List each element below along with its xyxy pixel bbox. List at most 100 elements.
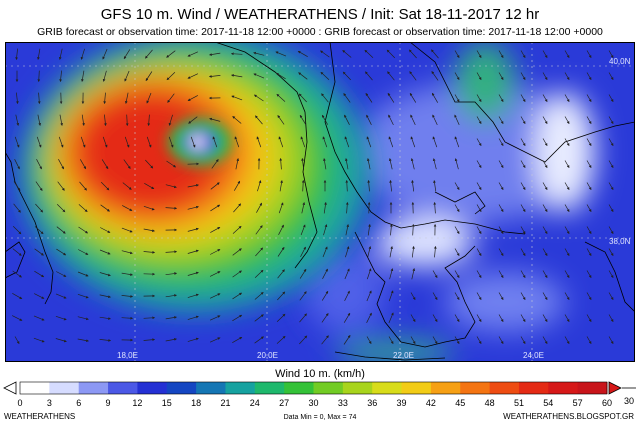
wind-arrow	[520, 248, 526, 257]
wind-arrow	[608, 160, 614, 169]
wind-arrow	[608, 204, 614, 213]
wind-arrow	[454, 94, 460, 103]
wind-arrow	[187, 293, 199, 298]
colorbar-swatch	[78, 382, 109, 394]
wind-arrow	[431, 92, 439, 103]
wind-arrow	[520, 336, 526, 345]
wind-arrow	[233, 180, 241, 191]
wind-arrow	[100, 204, 110, 212]
wind-arrow	[476, 336, 482, 345]
wind-arrow	[124, 92, 129, 104]
wind-arrow	[410, 336, 416, 345]
wind-arrow	[36, 136, 42, 148]
wind-arrow	[608, 336, 614, 345]
colorbar-tick-label: 33	[338, 398, 348, 408]
wind-arrow	[12, 225, 22, 235]
wind-arrow	[367, 179, 371, 192]
wind-arrow	[498, 138, 504, 147]
wind-arrow	[476, 292, 482, 301]
wind-arrow	[542, 292, 548, 301]
wind-arrow	[345, 246, 350, 258]
wind-arrow	[387, 71, 395, 81]
wind-arrow	[454, 226, 460, 235]
wind-arrow	[145, 49, 153, 59]
wind-arrow	[476, 138, 482, 147]
wind-arrow	[387, 92, 395, 103]
wind-arrow	[586, 94, 592, 103]
wind-arrow	[498, 292, 504, 301]
wind-arrow	[344, 136, 350, 148]
colorbar-swatch	[313, 382, 344, 394]
wind-arrow	[564, 94, 570, 103]
wind-arrow	[542, 204, 548, 213]
wind-arrow	[433, 245, 437, 258]
wind-arrow	[476, 204, 482, 213]
wind-arrow	[99, 294, 111, 299]
wind-arrow	[276, 335, 286, 344]
wind-arrow	[520, 50, 526, 59]
wind-arrow	[187, 95, 198, 101]
wind-arrow	[254, 292, 264, 300]
wind-arrow	[520, 182, 526, 191]
wind-arrow	[365, 71, 373, 81]
wind-arrow	[364, 49, 374, 58]
wind-arrow	[234, 136, 240, 148]
colorbar-swatch	[166, 382, 197, 394]
wind-colorbar: 0 3 6 9 12 15 18 21 24 27 30 33 36 39 42 45 48 51 54 57 60 3…	[3, 381, 636, 408]
wind-arrow	[498, 270, 504, 279]
wind-arrow	[454, 50, 460, 59]
wind-arrow	[366, 114, 372, 125]
wind-arrow	[321, 335, 329, 345]
wind-arrow	[210, 227, 221, 233]
wind-arrow	[608, 292, 614, 301]
wind-arrow	[300, 246, 306, 257]
wind-arrow	[14, 336, 20, 345]
wind-arrow	[100, 181, 110, 191]
wind-arrow	[498, 72, 504, 81]
wind-arrow	[253, 73, 265, 79]
colorbar-swatch	[49, 382, 80, 394]
wind-arrow	[55, 293, 67, 299]
wind-arrow	[345, 179, 349, 192]
colorbar-swatch	[372, 382, 403, 394]
wind-arrow	[431, 71, 439, 81]
wind-arrow	[432, 114, 438, 126]
wind-arrow	[411, 268, 416, 280]
wind-arrow	[121, 316, 134, 320]
colorbar-swatch	[401, 382, 432, 394]
wind-arrow	[231, 74, 243, 78]
wind-arrow	[275, 72, 286, 80]
wind-arrow	[586, 292, 592, 301]
wind-arrow	[298, 93, 307, 103]
wind-arrow	[125, 114, 129, 127]
wind-arrow	[211, 159, 219, 169]
wind-arrow	[454, 270, 460, 279]
wind-arrow	[14, 159, 20, 170]
wind-arrow	[12, 248, 22, 256]
wind-arrow	[564, 72, 570, 81]
wind-arrow	[542, 94, 548, 103]
wind-arrow	[99, 338, 112, 342]
wind-arrow	[99, 272, 111, 277]
wind-arrow	[143, 228, 155, 232]
colorbar-tick-label: 9	[106, 398, 111, 408]
wind-arrow	[476, 182, 482, 191]
wind-arrow	[277, 269, 285, 279]
wind-arrow	[209, 337, 221, 343]
wind-arrow	[277, 291, 286, 301]
colorbar-tick-label: 39	[397, 398, 407, 408]
wind-arrow	[232, 314, 243, 322]
wind-arrow	[498, 116, 504, 125]
wind-arrow	[542, 160, 548, 169]
wind-arrow	[586, 204, 592, 213]
wind-arrow	[432, 336, 438, 345]
wind-arrow	[345, 158, 349, 170]
colorbar-tick-label: 18	[191, 398, 201, 408]
wind-arrow	[209, 117, 221, 122]
wind-arrow	[187, 315, 199, 320]
wind-arrow	[498, 94, 504, 103]
wind-arrow	[321, 313, 329, 323]
colorbar-tick-label: 6	[76, 398, 81, 408]
colorbar-tick-label: 15	[162, 398, 172, 408]
wind-arrow	[586, 138, 592, 147]
